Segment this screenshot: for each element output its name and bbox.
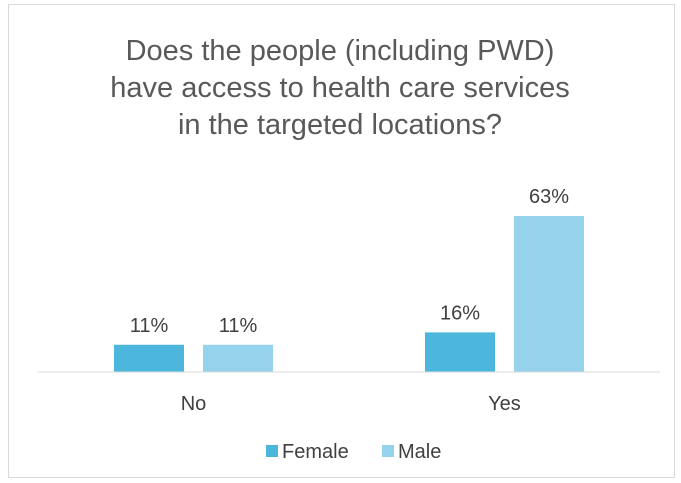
bar-female-yes [425, 332, 495, 372]
x-tick-label-yes: Yes [488, 393, 521, 415]
bars-group [114, 216, 584, 372]
legend: Female Male [266, 441, 441, 463]
x-tick-label-no: No [181, 393, 207, 415]
legend-label-female: Female [282, 441, 349, 463]
data-label-female-no: 11% [130, 315, 169, 337]
chart-title-line-1: Does the people (including PWD) [126, 35, 555, 67]
data-labels-group: 11% 11% 16% 63% [130, 186, 570, 337]
chart-title-line-3: in the targeted locations? [178, 109, 502, 141]
data-label-male-yes: 63% [529, 186, 569, 208]
chart-title: Does the people (including PWD) have acc… [110, 35, 569, 141]
bar-male-yes [514, 216, 584, 372]
legend-swatch-female [266, 445, 278, 457]
chart-title-line-2: have access to health care services [110, 72, 569, 104]
bar-male-no [203, 344, 273, 372]
legend-swatch-male [382, 445, 394, 457]
bar-female-no [114, 344, 184, 372]
x-axis-tick-labels: No Yes [181, 393, 521, 415]
data-label-female-yes: 16% [440, 302, 480, 324]
legend-label-male: Male [398, 441, 441, 463]
data-label-male-no: 11% [219, 315, 258, 337]
